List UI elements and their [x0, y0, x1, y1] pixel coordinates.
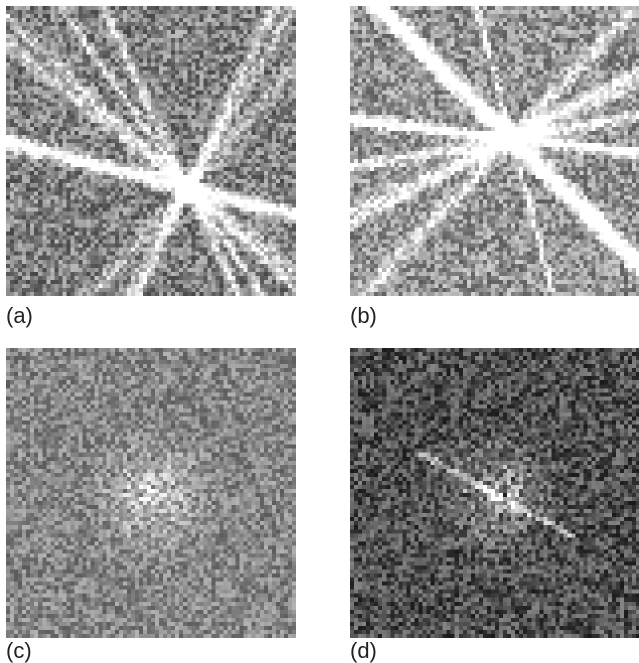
panel-c-fft-image — [6, 348, 296, 638]
panel-c-label: (c) — [6, 638, 32, 663]
panel-a-label: (a) — [6, 303, 33, 328]
panel-c-canvas — [6, 348, 296, 638]
panel-b-label: (b) — [350, 303, 377, 328]
panel-b-canvas — [350, 6, 639, 296]
panel-d-canvas — [350, 348, 639, 638]
panel-a-kikuchi-image — [6, 6, 296, 296]
panel-d-fft-image — [350, 348, 639, 638]
panel-d-label: (d) — [350, 638, 377, 663]
panel-b-kikuchi-image — [350, 6, 639, 296]
panel-a-canvas — [6, 6, 296, 296]
